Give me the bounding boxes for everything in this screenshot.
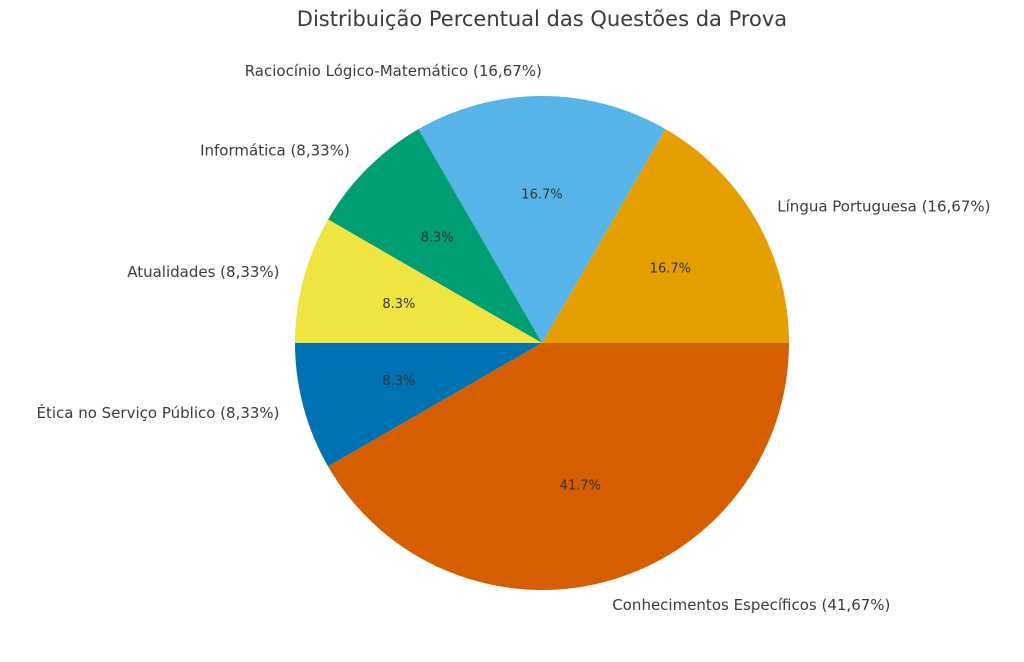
pie-slice [328,343,789,591]
slice-label: Língua Portuguesa (16,67%) [777,198,990,216]
pie-slice [418,96,666,343]
slice-label: Ética no Serviço Público (8,33%) [37,403,280,422]
pie-slice [295,343,542,467]
pie-slice [328,129,542,343]
slice-label: Conhecimentos Específicos (41,67%) [612,596,890,614]
slice-percent: 8.3% [382,297,415,312]
chart-title: Distribuição Percentual das Questões da … [297,7,787,31]
slice-percent: 16.7% [650,261,691,276]
slice-label: Atualidades (8,33%) [127,263,279,281]
pie-slice [542,129,790,343]
pie-slice [295,219,542,343]
slice-percent: 16.7% [521,187,562,202]
slice-percent: 8.3% [382,374,415,389]
slice-percent: 8.3% [421,231,454,246]
slice-percent: 41.7% [560,479,601,494]
slice-label: Informática (8,33%) [200,141,350,159]
slice-label: Raciocínio Lógico-Matemático (16,67%) [245,62,542,80]
